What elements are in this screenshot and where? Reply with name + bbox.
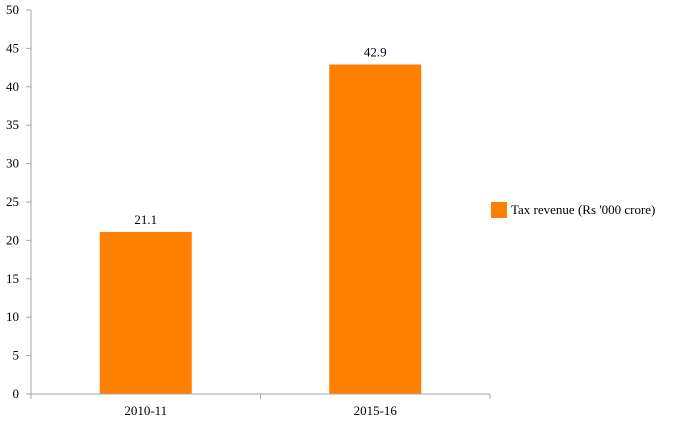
- y-tick-label: 35: [6, 117, 19, 132]
- y-tick-label: 25: [6, 194, 19, 209]
- y-tick-label: 5: [13, 348, 20, 363]
- y-tick-label: 30: [6, 156, 19, 171]
- y-tick-label: 50: [6, 2, 19, 17]
- data-label: 42.9: [364, 45, 387, 60]
- y-tick-label: 20: [6, 232, 19, 247]
- legend-label: Tax revenue (Rs '000 crore): [511, 202, 656, 217]
- y-tick-label: 45: [6, 40, 19, 55]
- y-tick-label: 40: [6, 79, 19, 94]
- y-tick-label: 10: [6, 309, 19, 324]
- y-axis: 0 5 10 15 20 25 30 35 40 45 50: [6, 2, 32, 401]
- y-tick-label: 0: [13, 386, 20, 401]
- bar: [99, 231, 192, 394]
- bar: [329, 64, 422, 394]
- legend-swatch: [491, 202, 507, 218]
- y-tick-label: 15: [6, 271, 19, 286]
- legend: Tax revenue (Rs '000 crore): [491, 202, 655, 218]
- x-axis: 2010-11 2015-16: [30, 393, 491, 418]
- x-tick-label: 2010-11: [124, 403, 167, 418]
- data-label: 21.1: [134, 212, 157, 227]
- bar-series: 21.1 42.9: [99, 45, 422, 394]
- x-tick-label: 2015-16: [354, 403, 398, 418]
